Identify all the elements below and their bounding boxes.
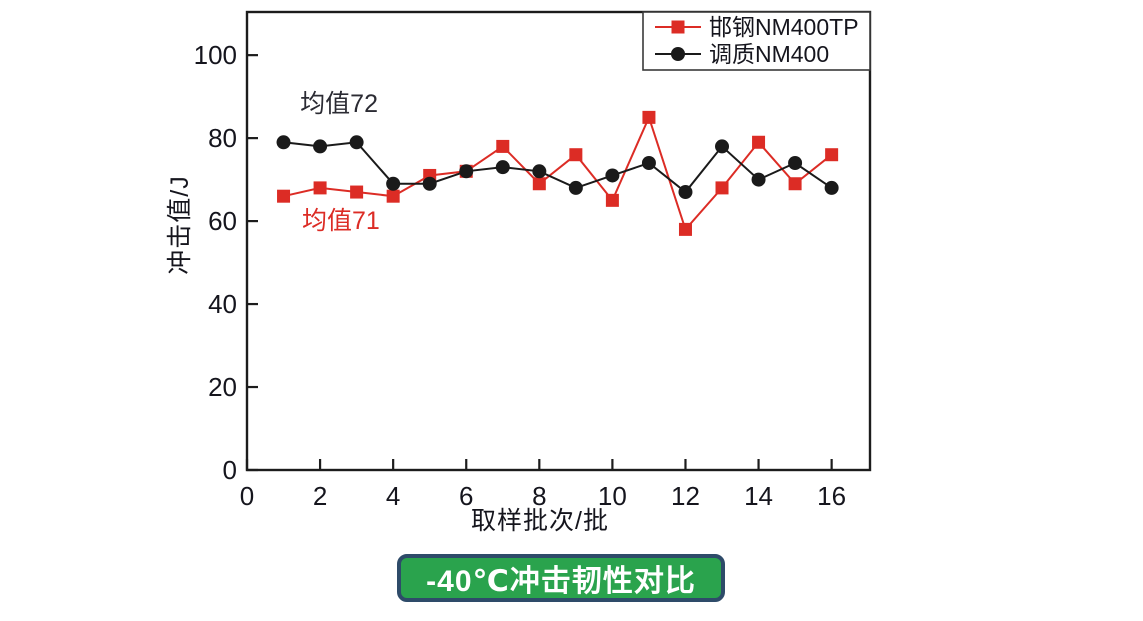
data-point-circle <box>349 135 364 150</box>
data-point-circle <box>422 176 437 191</box>
y-tick-label: 60 <box>208 206 237 236</box>
x-tick-label: 14 <box>744 481 773 511</box>
data-point-square <box>313 181 327 195</box>
x-tick-label: 6 <box>459 481 473 511</box>
data-point-square <box>569 148 583 162</box>
data-point-circle <box>386 176 401 191</box>
data-point-square <box>605 193 619 207</box>
data-point-circle <box>459 164 474 179</box>
data-point-circle <box>276 135 291 150</box>
data-point-circle <box>788 156 803 171</box>
legend-marker-circle <box>671 47 685 61</box>
legend-entry-label-1: 调质NM400 <box>709 41 829 67</box>
data-point-circle <box>495 160 510 175</box>
data-point-square <box>642 110 656 124</box>
data-point-square <box>825 148 839 162</box>
data-point-circle <box>715 139 730 154</box>
x-tick-label: 10 <box>598 481 627 511</box>
x-tick-label: 8 <box>532 481 546 511</box>
data-point-square <box>788 177 802 191</box>
series-0 <box>277 110 839 236</box>
data-point-square <box>350 185 364 199</box>
y-axis-title: 冲击值/J <box>166 175 194 274</box>
y-tick-label: 0 <box>223 455 237 485</box>
plot-frame <box>245 10 872 472</box>
x-tick-label: 16 <box>817 481 846 511</box>
data-point-square <box>752 135 766 149</box>
data-point-square <box>496 139 510 153</box>
caption-badge-label: -40℃冲击韧性对比 <box>426 565 696 598</box>
data-point-circle <box>313 139 328 154</box>
y-tick-label: 20 <box>208 372 237 402</box>
data-point-circle <box>751 172 766 187</box>
series-line-1 <box>283 141 833 194</box>
data-point-circle <box>824 180 839 195</box>
data-point-circle <box>605 168 620 183</box>
mean-annotation-0: 均值72 <box>300 90 378 118</box>
y-tick-label: 40 <box>208 289 237 319</box>
y-tick-label: 100 <box>194 40 237 70</box>
data-point-circle <box>678 185 693 200</box>
x-tick-label: 4 <box>386 481 400 511</box>
data-point-square <box>277 189 291 203</box>
x-tick-label: 2 <box>313 481 327 511</box>
data-point-square <box>678 222 692 236</box>
data-point-square <box>715 181 729 195</box>
axes-ticks: 0 2 4 6 8 10 12 14 16 0 20 40 60 80 100 <box>194 40 846 511</box>
x-tick-label: 0 <box>240 481 254 511</box>
x-axis-title: 取样批次/批 <box>471 507 609 535</box>
data-point-circle <box>568 180 583 195</box>
mean-annotation-1: 均值71 <box>302 207 380 235</box>
caption-badge: -40℃冲击韧性对比 <box>397 554 725 602</box>
series-line-0 <box>283 114 833 232</box>
data-point-circle <box>641 156 656 171</box>
series-1 <box>276 135 839 200</box>
x-tick-label: 12 <box>671 481 700 511</box>
y-tick-label: 80 <box>208 123 237 153</box>
data-point-square <box>532 177 546 191</box>
legend-marker-square <box>671 20 685 34</box>
series-group <box>276 110 839 236</box>
data-point-circle <box>532 164 547 179</box>
legend-entry-label-0: 邯钢NM400TP <box>709 14 859 40</box>
data-point-square <box>386 189 400 203</box>
